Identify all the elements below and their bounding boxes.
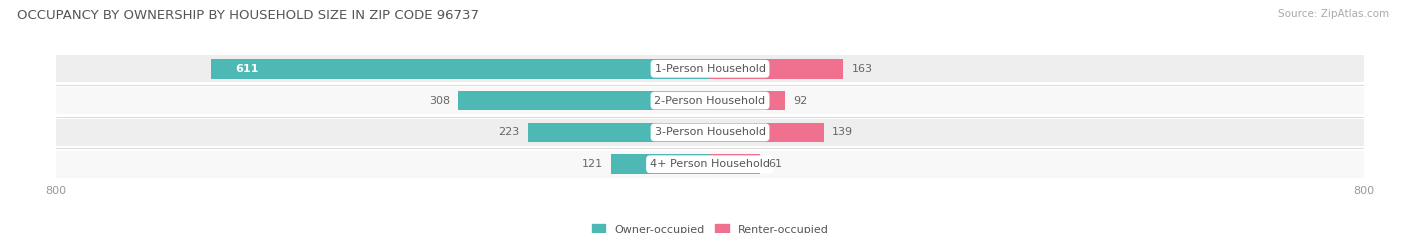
Text: 163: 163 [852,64,872,74]
Bar [710,123,824,142]
Text: Source: ZipAtlas.com: Source: ZipAtlas.com [1278,9,1389,19]
Text: 121: 121 [582,159,603,169]
Bar [56,55,1364,82]
Text: 4+ Person Household: 4+ Person Household [650,159,770,169]
Bar [710,154,759,174]
Text: OCCUPANCY BY OWNERSHIP BY HOUSEHOLD SIZE IN ZIP CODE 96737: OCCUPANCY BY OWNERSHIP BY HOUSEHOLD SIZE… [17,9,479,22]
Bar [56,151,1364,178]
Text: 1-Person Household: 1-Person Household [655,64,765,74]
Bar [56,87,1364,114]
Text: 2-Person Household: 2-Person Household [654,96,766,106]
Bar [211,59,710,79]
Text: 223: 223 [498,127,520,137]
Text: 3-Person Household: 3-Person Household [655,127,765,137]
Bar [612,154,710,174]
Text: 139: 139 [832,127,853,137]
Text: 92: 92 [793,96,807,106]
Text: 308: 308 [429,96,450,106]
Bar [56,119,1364,146]
Text: 611: 611 [235,64,259,74]
Bar [710,91,785,110]
Bar [458,91,710,110]
Bar [527,123,710,142]
Bar [710,59,844,79]
Text: 61: 61 [768,159,782,169]
Legend: Owner-occupied, Renter-occupied: Owner-occupied, Renter-occupied [592,224,828,233]
